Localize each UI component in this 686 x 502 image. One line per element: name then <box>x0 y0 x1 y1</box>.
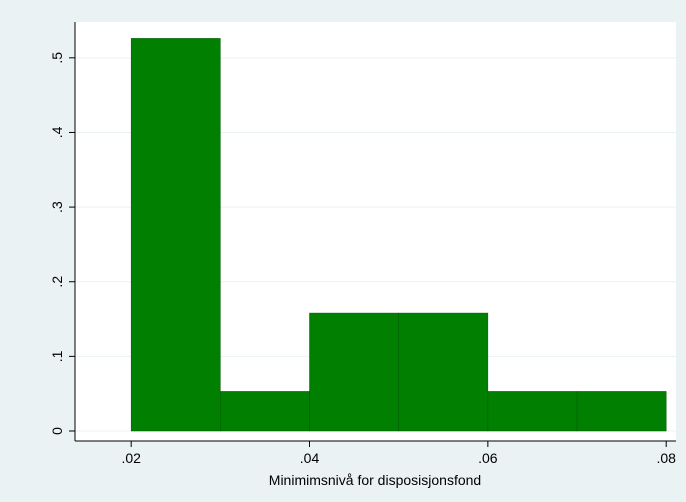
y-tick-label: .1 <box>49 350 65 362</box>
y-tick-label: .4 <box>49 126 65 138</box>
bar <box>487 391 578 432</box>
x-tick-label: .06 <box>478 450 498 466</box>
bar <box>398 312 489 432</box>
y-tick-label: .3 <box>49 201 65 213</box>
x-axis-label: Minimimsnivå for disposisjonsfond <box>269 472 481 488</box>
x-tick-label: .02 <box>121 450 141 466</box>
bar <box>220 391 310 432</box>
x-tick-label: .04 <box>300 450 320 466</box>
bar <box>130 38 221 432</box>
bar <box>576 391 667 432</box>
y-tick-label: .2 <box>49 276 65 288</box>
y-tick-label: .5 <box>49 52 65 64</box>
x-tick-label: .08 <box>656 450 676 466</box>
y-tick-label: 0 <box>49 427 65 435</box>
bar <box>309 312 399 432</box>
